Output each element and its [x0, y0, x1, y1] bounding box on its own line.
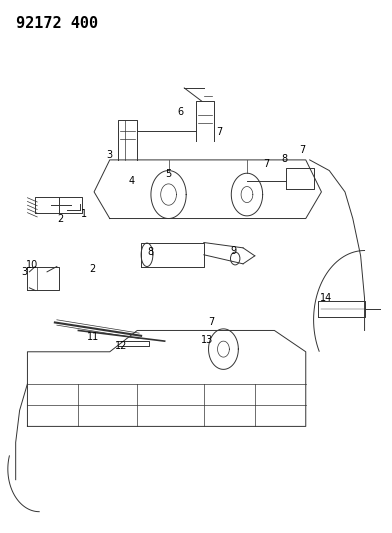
Text: 5: 5 [165, 169, 172, 179]
Text: 1: 1 [81, 209, 87, 219]
Text: 14: 14 [320, 294, 332, 303]
Text: 7: 7 [208, 318, 214, 327]
Text: 7: 7 [299, 146, 305, 155]
Text: 13: 13 [201, 335, 213, 345]
Text: 12: 12 [114, 342, 127, 351]
Text: 4: 4 [128, 176, 134, 186]
Text: 7: 7 [216, 127, 223, 136]
Text: 2: 2 [58, 214, 64, 223]
Text: 3: 3 [107, 150, 113, 159]
Text: 6: 6 [177, 107, 183, 117]
Text: 3: 3 [21, 267, 27, 277]
Text: 11: 11 [87, 332, 100, 342]
Text: 9: 9 [230, 246, 236, 255]
Text: 92172 400: 92172 400 [16, 16, 98, 31]
Text: 8: 8 [281, 154, 287, 164]
Text: 7: 7 [263, 159, 270, 169]
Text: 8: 8 [148, 247, 154, 256]
Text: 2: 2 [89, 264, 95, 274]
Text: 10: 10 [26, 261, 38, 270]
